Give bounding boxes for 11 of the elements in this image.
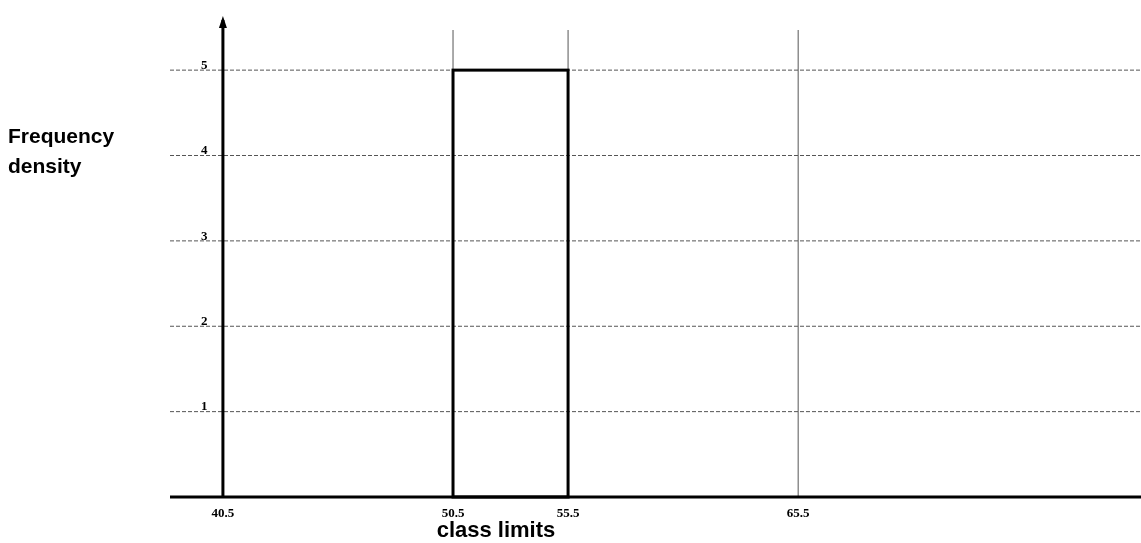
y-axis-title: Frequency density (8, 124, 115, 177)
y-tick-label: 3 (200, 227, 208, 243)
y-tick-label: 4 (200, 142, 208, 158)
y-tick-label: 1 (200, 398, 208, 414)
x-tick-label: 40.5 (211, 505, 235, 520)
x-tick-label: 55.5 (556, 505, 580, 520)
x-tick-label: 50.5 (441, 505, 465, 520)
x-axis-title: class limits (436, 517, 556, 542)
y-tick-label: 5 (200, 56, 208, 72)
x-tick-label: 65.5 (786, 505, 811, 520)
y-tick-label: 2 (200, 312, 208, 328)
